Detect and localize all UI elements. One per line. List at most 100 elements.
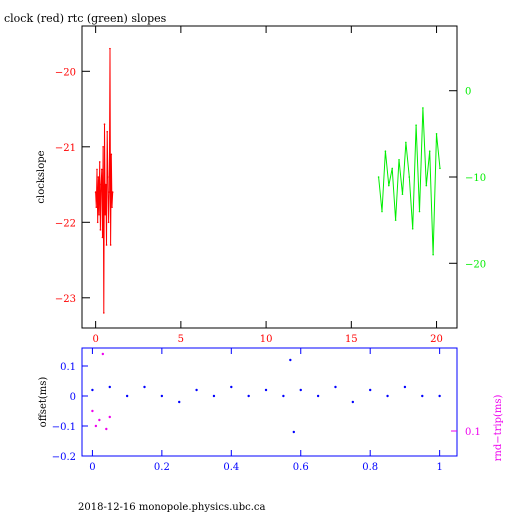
offset-point [282, 394, 285, 398]
offset-point [289, 358, 292, 362]
top-x-tick-label: 15 [345, 334, 358, 345]
rtc-point [415, 124, 417, 127]
offset-panel: offset(ms) rnd−trip(ms) 0 0.2 0.4 0.6 0.8 1 0.… [38, 347, 504, 473]
rnd-trip-point [91, 409, 94, 413]
rtc-point [401, 193, 404, 196]
bottom-axis-ticks: 0 0.2 0.4 0.6 0.8 1 0.1 0 −0.1 −0.2 0.1 [52, 348, 481, 473]
offset-point [160, 394, 164, 398]
rtc-series-line [378, 107, 441, 255]
rnd-trip-point [108, 415, 111, 419]
bottom-y-tick-label: 0.1 [60, 362, 76, 373]
top-x-tick-label: 10 [260, 334, 273, 345]
rnd-trip-point [105, 427, 108, 431]
offset-point [386, 394, 389, 398]
offset-point [247, 394, 250, 398]
bottom-y-tick-label: −0.1 [52, 422, 76, 433]
clock-point [105, 183, 107, 186]
offset-point [230, 385, 233, 389]
rtc-point [391, 167, 394, 170]
clock-point [109, 244, 112, 246]
clock-point [100, 168, 103, 171]
offset-point [195, 388, 198, 392]
clock-point [94, 191, 97, 193]
offset-point [351, 400, 355, 404]
rtc-point [432, 253, 434, 256]
top-y2-tick-label: −10 [465, 173, 486, 184]
clock-point [107, 176, 109, 178]
top-axis-ticks: 0 5 10 15 20 −20 −21 −22 −23 0 −10 −20 [55, 26, 486, 345]
top-x-tick-label: 0 [92, 334, 98, 345]
top-y-tick-label: −23 [55, 294, 76, 305]
clock-point [98, 213, 100, 216]
rtc-point [384, 150, 387, 152]
bottom-x-tick-label: 1 [436, 462, 442, 473]
rtc-point [405, 141, 407, 144]
offset-point [334, 385, 337, 389]
clock-point [96, 168, 98, 171]
clock-point [102, 146, 104, 148]
bottom-plot-frame [81, 347, 458, 457]
clock-point [98, 161, 101, 163]
rtc-point [418, 210, 421, 213]
top-y-axis-label: clockslope [36, 150, 47, 203]
rtc-point [398, 158, 400, 161]
offset-point [403, 385, 407, 389]
offset-point [292, 430, 296, 434]
top-y2-tick-label: −20 [465, 259, 486, 270]
clock-point [96, 221, 99, 224]
clock-series-line [95, 48, 114, 313]
bottom-x-tick-label: 0.6 [293, 462, 309, 473]
rtc-point [435, 133, 438, 135]
top-x-tick-label: 20 [430, 334, 443, 345]
offset-point [299, 388, 302, 392]
footer-host-date: 2018-12-16 monopole.physics.ubc.ca [78, 502, 265, 512]
clock-point [109, 47, 111, 50]
bottom-y-tick-label: −0.2 [52, 452, 76, 463]
offset-point [316, 394, 320, 398]
bottom-x-tick-label: 0.8 [362, 462, 378, 473]
bottom-y2-axis-label: rnd−trip(ms) [493, 394, 504, 461]
offset-point [143, 385, 146, 389]
offset-point [125, 394, 129, 398]
offset-point [438, 394, 441, 398]
clock-point [104, 213, 106, 216]
clock-point [99, 229, 102, 231]
clock-point [106, 130, 109, 133]
offset-point [178, 400, 181, 404]
rtc-point [411, 227, 414, 230]
clock-point [97, 176, 100, 178]
top-y2-tick-label: 0 [465, 87, 471, 98]
top-series-group [94, 47, 441, 314]
bottom-x-tick-label: 0.4 [223, 462, 239, 473]
rtc-point [439, 167, 441, 170]
clock-slope-panel: clockslope 0 5 10 15 20 −20 −21 −22 −23 0 −10 −20 [36, 25, 486, 345]
rtc-point [425, 184, 428, 187]
rtc-point [408, 176, 411, 178]
rtc-point [422, 107, 424, 109]
offset-point [212, 394, 216, 398]
bottom-y-axis-label: offset(ms) [38, 377, 49, 428]
offset-point [91, 388, 94, 392]
clock-point [101, 236, 104, 239]
offset-point [368, 388, 372, 392]
clock-point [105, 244, 108, 246]
rtc-point [388, 184, 390, 187]
rtc-point [394, 219, 397, 221]
clock-point [111, 206, 113, 208]
clock-point [103, 123, 106, 125]
rnd-trip-point [101, 352, 105, 356]
rnd-trip-point [94, 424, 98, 428]
clock-point [95, 206, 98, 208]
clock-point [110, 153, 113, 156]
top-y-tick-label: −22 [55, 218, 76, 229]
chart-title: clock (red) rtc (green) slopes [4, 12, 167, 25]
top-y-tick-label: −21 [55, 143, 76, 154]
clock-point [108, 191, 111, 193]
top-y-tick-label: −20 [55, 67, 76, 78]
clock-point [103, 312, 105, 314]
rtc-point [381, 210, 383, 213]
rtc-point [428, 150, 431, 152]
clock-point [100, 183, 102, 186]
bottom-x-tick-label: 0.2 [154, 462, 170, 473]
